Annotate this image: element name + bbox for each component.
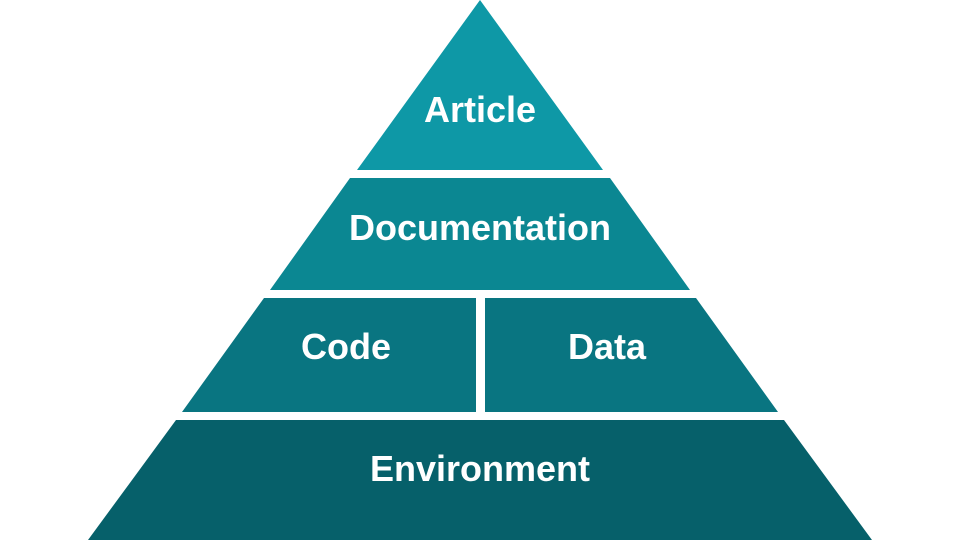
tier-documentation-shape xyxy=(270,178,690,290)
tier-environment-label: Environment xyxy=(370,448,590,489)
tier-environment: Environment xyxy=(88,420,872,540)
tier-article-label: Article xyxy=(424,89,536,130)
tier-documentation: Documentation xyxy=(270,178,690,290)
tier-documentation-label: Documentation xyxy=(349,207,611,248)
tier-data-shape xyxy=(485,298,778,412)
tier-article-shape xyxy=(357,0,603,170)
tier-data: Data xyxy=(485,298,778,412)
tier-code: Code xyxy=(182,298,476,412)
tier-data-label: Data xyxy=(568,326,647,367)
tier-code-label: Code xyxy=(301,326,391,367)
tier-code-shape xyxy=(182,298,476,412)
tier-environment-shape xyxy=(88,420,872,540)
tier-article: Article xyxy=(357,0,603,170)
